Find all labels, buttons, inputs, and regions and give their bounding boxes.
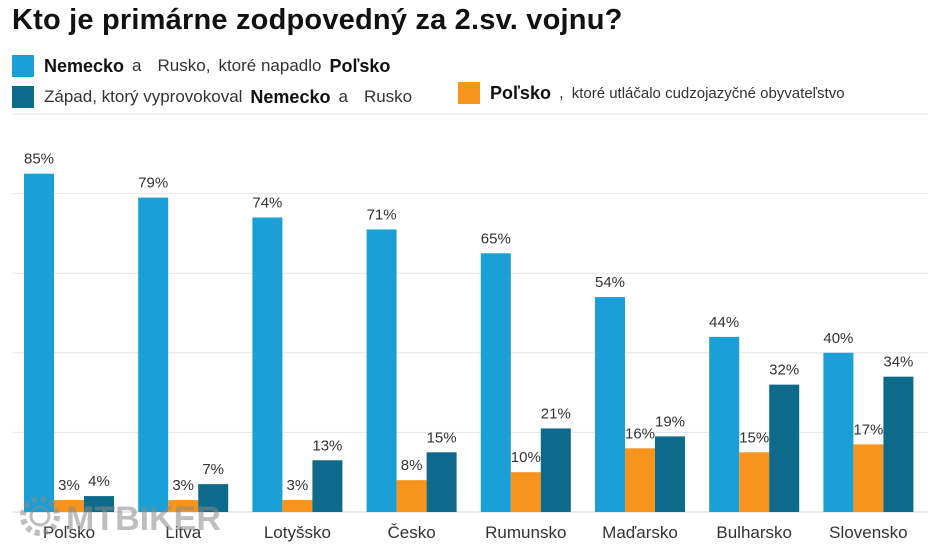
- data-label: 54%: [595, 274, 625, 291]
- bar-Rumunsko-1: [510, 472, 541, 512]
- legend-text: a: [132, 56, 142, 75]
- bar-Česko-2: [426, 452, 457, 512]
- data-label: 15%: [427, 429, 457, 446]
- x-tick-label: Bulharsko: [716, 523, 792, 542]
- legend-text: Rusko,: [157, 56, 211, 75]
- data-label: 3%: [58, 477, 80, 494]
- legend-item-west: Západ, ktorý vyprovokoval Nemecko a Rusk…: [12, 86, 412, 108]
- legend-text: Poľsko: [329, 55, 391, 76]
- data-label: 3%: [287, 477, 309, 494]
- data-label: 32%: [769, 362, 799, 379]
- bar-Slovensko-2: [883, 376, 914, 512]
- bar-Maďarsko-0: [595, 297, 625, 512]
- x-tick-labels: Poľsko Litva Lotyšsko Česko Rumunsko Maďarsko…: [43, 523, 908, 542]
- legend-text: Nemecko: [250, 86, 331, 107]
- bar-Poľsko-2: [84, 496, 114, 512]
- x-tick-label: Rumunsko: [485, 523, 566, 542]
- bar-Rumunsko-0: [480, 253, 511, 513]
- bar-Poľsko-0: [24, 173, 54, 512]
- data-label: 71%: [367, 206, 397, 223]
- bar-Maďarsko-1: [625, 448, 655, 512]
- bar-Poľsko-1: [54, 500, 84, 512]
- legend-swatch-orange: [458, 82, 480, 104]
- bar-Česko-0: [366, 229, 397, 513]
- legend-text: Nemecko: [44, 55, 125, 76]
- data-label: 15%: [739, 429, 769, 446]
- data-label: 40%: [823, 330, 853, 347]
- legend-text: ktoré napadlo: [218, 56, 322, 75]
- bar-Lotyšsko-2: [312, 460, 343, 512]
- legend-swatch-light-blue: [12, 55, 34, 77]
- data-label: 74%: [252, 194, 282, 211]
- data-label: 13%: [312, 437, 342, 454]
- chart-title: Kto je primárne zodpovedný za 2.sv. vojn…: [12, 4, 623, 36]
- x-tick-label: Maďarsko: [602, 523, 678, 542]
- data-label: 16%: [625, 425, 655, 442]
- bars: [24, 173, 914, 513]
- data-label: 65%: [481, 230, 511, 247]
- legend-text: Západ, ktorý vyprovokoval: [44, 87, 243, 106]
- x-tick-label: Lotyšsko: [264, 523, 331, 542]
- gear-icon: [20, 496, 60, 536]
- data-label: 10%: [511, 449, 541, 466]
- data-label: 4%: [88, 473, 110, 490]
- bar-Litva-0: [138, 197, 169, 512]
- data-label: 79%: [138, 175, 168, 192]
- bar-Rumunsko-2: [540, 428, 571, 512]
- data-label: 3%: [172, 477, 194, 494]
- bar-Maďarsko-2: [655, 436, 685, 512]
- data-label: 17%: [853, 421, 883, 438]
- data-label: 8%: [401, 457, 423, 474]
- data-label: 21%: [541, 405, 571, 422]
- x-tick-label: Slovensko: [829, 523, 907, 542]
- bar-Lotyšsko-0: [252, 217, 283, 513]
- bar-Bulharsko-0: [709, 336, 740, 512]
- data-label: 7%: [202, 461, 224, 478]
- x-tick-label: Litva: [165, 523, 201, 542]
- data-label: 44%: [709, 314, 739, 331]
- bar-Lotyšsko-1: [282, 500, 313, 512]
- legend-text: Rusko: [363, 87, 413, 106]
- data-label: 19%: [655, 413, 685, 430]
- bar-Slovensko-1: [853, 444, 884, 512]
- bar-Česko-1: [396, 480, 427, 512]
- x-tick-label: Česko: [388, 523, 436, 542]
- bar-Litva-2: [198, 484, 229, 512]
- data-label: 85%: [24, 151, 54, 168]
- data-label: 34%: [883, 354, 913, 371]
- legend-swatch-dark-blue: [12, 86, 34, 108]
- bar-Litva-1: [168, 500, 199, 512]
- watermark: MTBIKER: [20, 496, 221, 538]
- legend-text: ,: [558, 83, 564, 102]
- data-labels: 85%3% 4%79%3%7%74%3%13%71%8%15%65%10%21%5…: [24, 151, 913, 494]
- legend-text: a: [338, 87, 348, 106]
- legend-item-germany-russia: Nemecko a Rusko, ktoré napadlo Poľsko: [12, 55, 390, 77]
- bar-Bulharsko-2: [769, 384, 800, 512]
- bar-Bulharsko-1: [739, 452, 770, 512]
- legend-text: Poľsko: [490, 82, 551, 103]
- legend-item-poland: Poľsko , ktoré utláčalo cudzojazyčné oby…: [458, 82, 845, 104]
- bar-Slovensko-0: [823, 352, 854, 512]
- watermark-text: MTBIKER: [66, 500, 221, 538]
- legend-text: ktoré utláčalo cudzojazyčné obyvateľstvo: [571, 84, 845, 102]
